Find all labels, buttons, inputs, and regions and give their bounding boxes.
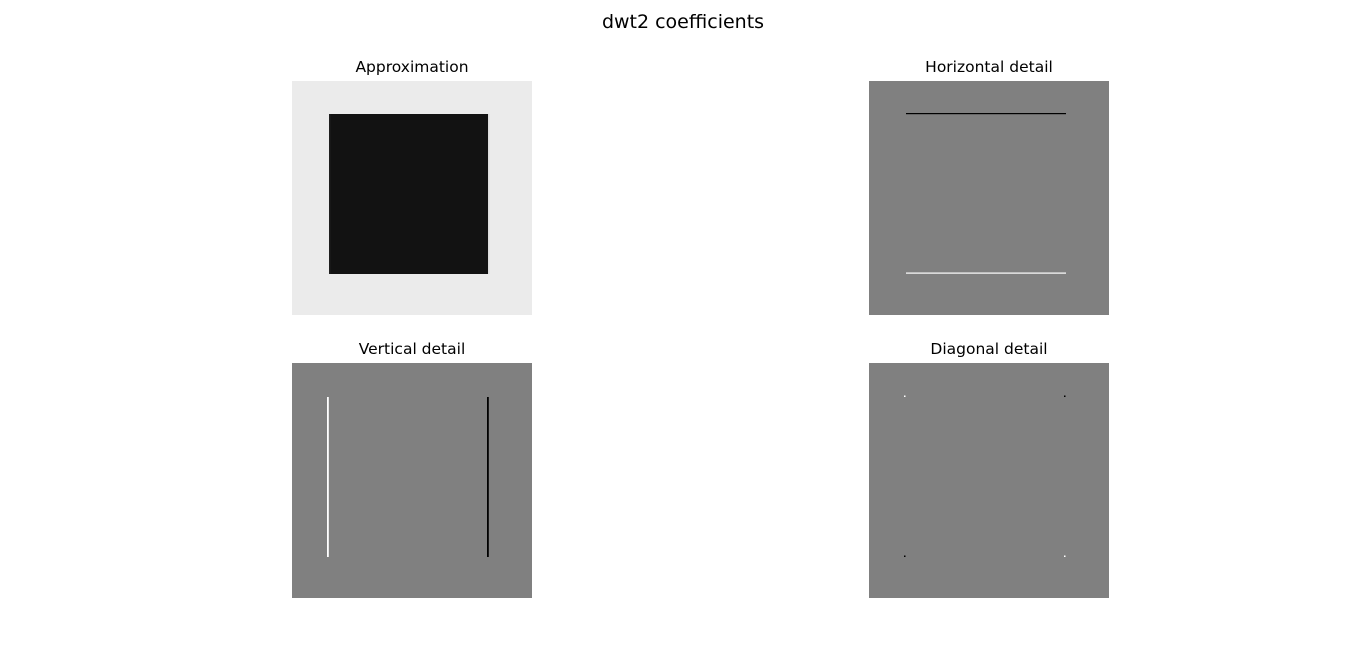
approximation-image (292, 81, 532, 315)
vertical-background (292, 363, 532, 598)
horizontal-image (869, 81, 1109, 315)
diagonal-title: Diagonal detail (930, 340, 1048, 358)
approximation-right-edge (488, 114, 490, 274)
diagonal-top-left-dot (904, 395, 906, 397)
horizontal-top-edge (906, 113, 1066, 115)
vertical-image (292, 363, 532, 598)
approximation-title: Approximation (355, 58, 469, 76)
vertical-left-edge (327, 397, 329, 557)
horizontal-bottom-edge (906, 272, 1066, 274)
vertical-title: Vertical detail (358, 340, 466, 358)
approximation-left-edge (329, 114, 331, 274)
diagonal-background (869, 363, 1109, 598)
diagonal-bottom-left-dot (904, 555, 906, 557)
diagonal-bottom-right-dot (1064, 555, 1066, 557)
figure-title: dwt2 coefficients (601, 11, 765, 33)
diagonal-image (869, 363, 1109, 598)
horizontal-title: Horizontal detail (925, 58, 1053, 76)
vertical-right-edge (487, 397, 489, 557)
approximation-square (329, 114, 489, 274)
diagonal-top-right-dot (1064, 395, 1066, 397)
horizontal-background (869, 81, 1109, 315)
